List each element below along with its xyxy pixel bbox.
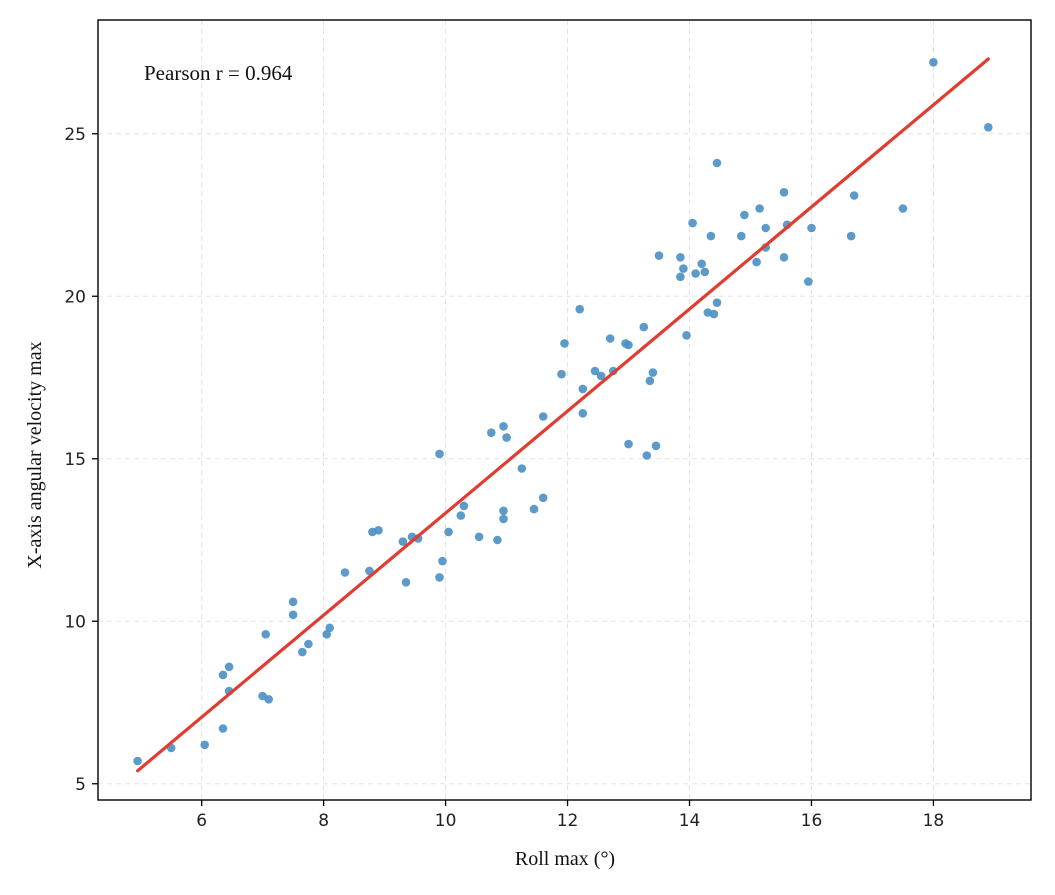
y-axis-title: X-axis angular velocity max [24, 341, 46, 568]
y-axis-ticks: 5 10 15 20 25 [64, 125, 98, 795]
data-point [224, 662, 234, 672]
data-point [740, 210, 749, 220]
y-tick-label: 5 [75, 775, 86, 795]
data-point [261, 630, 271, 639]
data-point [575, 304, 584, 314]
data-point [804, 277, 813, 286]
x-axis-ticks: 6 8 10 12 14 16 18 [196, 800, 944, 831]
data-point [578, 384, 588, 394]
data-point [624, 340, 633, 350]
data-point [929, 58, 938, 67]
data-point [502, 433, 511, 442]
data-point [846, 231, 856, 241]
data-point [898, 204, 908, 213]
data-point [590, 366, 600, 376]
regression-line [136, 57, 990, 773]
data-point [304, 639, 313, 649]
x-tick-label: 12 [557, 811, 579, 831]
data-point [493, 535, 502, 545]
data-point [401, 578, 411, 587]
data-point [435, 449, 444, 459]
data-point [645, 376, 655, 386]
data-point [737, 231, 746, 241]
data-point [459, 501, 469, 511]
data-point [779, 252, 789, 262]
data-point [849, 191, 859, 200]
data-point [438, 556, 447, 566]
data-point [322, 630, 332, 639]
data-point [761, 223, 770, 233]
plot-frame [97, 19, 1032, 801]
data-point [288, 610, 298, 620]
y-tick-label: 20 [64, 287, 86, 307]
x-tick-label: 18 [923, 811, 945, 831]
data-point [688, 218, 697, 228]
x-tick-label: 8 [318, 811, 329, 831]
data-point [676, 252, 685, 262]
data-point [264, 695, 274, 704]
data-point [691, 269, 700, 278]
data-point [538, 493, 548, 503]
data-point [755, 204, 764, 213]
y-tick-label: 15 [64, 450, 86, 470]
data-point [700, 267, 710, 277]
x-tick-label: 16 [801, 811, 823, 831]
data-point [456, 511, 466, 520]
data-point [487, 428, 496, 438]
data-point [807, 223, 816, 233]
data-point [752, 257, 761, 267]
data-point [639, 322, 649, 332]
x-tick-label: 6 [196, 811, 207, 831]
data-point [517, 464, 527, 473]
x-tick-label: 10 [435, 811, 457, 831]
data-point [697, 259, 706, 269]
data-point [648, 368, 658, 377]
data-point [651, 441, 661, 451]
y-tick-label: 25 [64, 125, 86, 145]
data-point [499, 506, 508, 516]
x-tick-label: 14 [679, 811, 701, 831]
data-point [605, 334, 615, 343]
data-point [218, 670, 228, 680]
data-point [779, 188, 789, 197]
data-point [538, 412, 548, 421]
data-point [654, 251, 664, 260]
data-point [706, 231, 716, 241]
data-point [682, 331, 691, 340]
data-point [596, 371, 606, 381]
x-axis-title: Roll max (°) [515, 848, 615, 870]
data-point [560, 339, 569, 348]
data-point [557, 369, 566, 379]
data-point [712, 298, 722, 308]
data-point [444, 527, 453, 537]
pearson-annotation: Pearson r = 0.964 [144, 61, 293, 85]
data-point [984, 123, 993, 132]
data-point [298, 647, 307, 657]
data-point [340, 568, 350, 577]
data-point [578, 409, 588, 418]
data-point [374, 526, 383, 535]
data-point [529, 504, 539, 514]
data-point [325, 623, 335, 633]
y-tick-label: 10 [64, 612, 86, 632]
data-point [218, 724, 228, 733]
data-point [712, 158, 722, 168]
data-point [709, 309, 719, 319]
data-point [288, 597, 298, 607]
data-point [435, 573, 444, 582]
grid-lines [98, 20, 1031, 800]
data-point [133, 756, 142, 766]
data-point [499, 514, 508, 524]
data-point [679, 264, 688, 273]
data-point [499, 422, 508, 431]
data-point [676, 272, 685, 282]
data-point [200, 740, 209, 750]
data-point [624, 439, 633, 449]
data-point [642, 451, 652, 460]
data-point [398, 537, 408, 546]
data-point [474, 532, 484, 542]
